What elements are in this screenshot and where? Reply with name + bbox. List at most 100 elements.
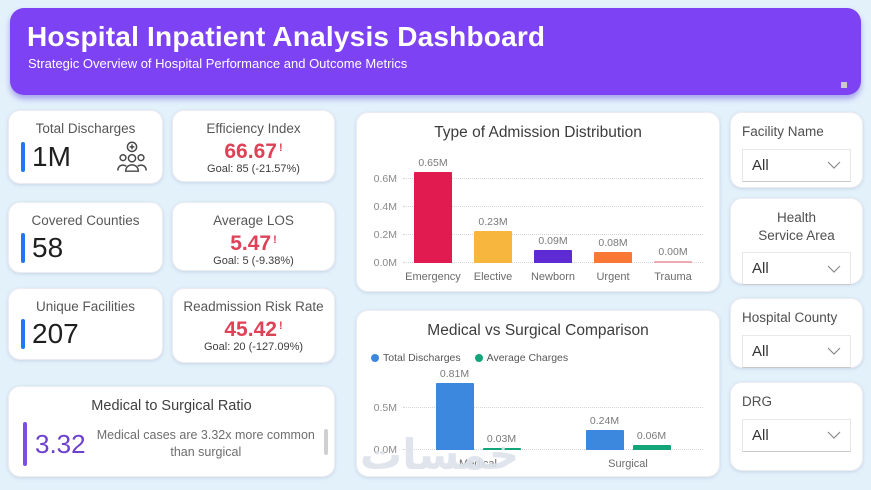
- bar-group: 0.00M: [654, 246, 692, 263]
- bar-newborn[interactable]: [534, 250, 572, 263]
- category-slot-emergency: 0.65M Emergency: [403, 157, 463, 283]
- slicer-health-service-area: Health Service Area All: [730, 198, 863, 286]
- page-title: Hospital Inpatient Analysis Dashboard: [27, 21, 546, 52]
- kpi-goal: Goal: 85 (-21.57%): [207, 163, 300, 176]
- y-axis-tick-label: 0.6M: [373, 173, 397, 185]
- legend-label: Total Discharges: [383, 352, 461, 364]
- legend-dot-icon: [474, 354, 483, 362]
- bar-emergency[interactable]: [414, 172, 452, 263]
- alert-icon: !: [273, 234, 277, 246]
- accent-bar: [23, 422, 27, 466]
- chart-legend: Total Discharges Average Charges: [371, 352, 568, 364]
- alert-icon: !: [278, 142, 283, 154]
- drg-dropdown[interactable]: All: [742, 418, 851, 452]
- plot-area: 0.65M Emergency 0.23M Elective 0.09M Newborn 0…: [403, 157, 703, 283]
- y-axis-tick-label: 0.0M: [373, 257, 397, 269]
- kpi-value: 5.47!: [230, 232, 277, 255]
- slicer-drg: DRG All: [730, 382, 863, 471]
- kpi-value: 66.67!: [224, 140, 283, 163]
- dropdown-value: All: [752, 156, 769, 174]
- bar-group: 0.81M 0.03M: [435, 367, 521, 450]
- legend-item-average-charges[interactable]: Average Charges: [474, 352, 569, 364]
- category-slot-surgical: 0.24M 0.06M Surgical: [553, 375, 703, 470]
- kpi-value: 3.32: [35, 429, 86, 459]
- dashboard-header: Hospital Inpatient Analysis Dashboard St…: [10, 8, 861, 95]
- bar-wrap: 0.00M: [654, 246, 692, 263]
- category-slot-medical: 0.81M 0.03M Medical: [403, 368, 553, 470]
- bar-elective[interactable]: [474, 230, 512, 263]
- gridline: [403, 234, 703, 235]
- chart-card-medical-vs-surgical: Medical vs Surgical Comparison Total Dis…: [356, 310, 720, 477]
- bar-data-label: 0.03M: [486, 432, 517, 445]
- bar-wrap: 0.03M: [482, 432, 521, 450]
- kpi-goal: Goal: 5 (-9.38%): [213, 255, 294, 268]
- kpi-value: 45.42!: [224, 318, 283, 341]
- bar-data-label: 0.23M: [478, 215, 508, 228]
- bar-average-charges-surgical[interactable]: [632, 445, 671, 450]
- kpi-label: Total Discharges: [35, 121, 136, 136]
- bar-group: 0.24M 0.06M: [585, 415, 671, 450]
- kpi-label: Average LOS: [213, 213, 294, 228]
- accent-bar: [21, 233, 25, 263]
- bar-urgent[interactable]: [594, 251, 632, 263]
- kpi-card-unique-facilities: Unique Facilities 207: [8, 288, 163, 360]
- slicer-label: Hospital County: [742, 310, 838, 325]
- hospital-county-dropdown[interactable]: All: [742, 334, 851, 368]
- facility-name-dropdown[interactable]: All: [742, 148, 851, 182]
- health-service-area-dropdown[interactable]: All: [742, 252, 851, 286]
- slicer-facility-name: Facility Name All: [730, 112, 863, 188]
- chart-title: Type of Admission Distribution: [434, 124, 642, 141]
- bar-wrap: 0.23M: [474, 216, 512, 263]
- legend-label: Average Charges: [486, 352, 569, 364]
- legend-item-total-discharges[interactable]: Total Discharges: [371, 352, 461, 364]
- slicer-label: DRG: [742, 394, 772, 409]
- alert-icon: !: [278, 320, 283, 332]
- category-slot-urgent: 0.08M Urgent: [583, 165, 643, 283]
- bar-group: 0.65M: [414, 157, 452, 263]
- slicer-label: Facility Name: [742, 124, 824, 139]
- bar-average-charges-medical[interactable]: [482, 447, 521, 450]
- slicer-label: Health Service Area: [758, 210, 835, 243]
- chevron-down-icon: [827, 265, 841, 273]
- bar-data-label: 0.65M: [418, 157, 448, 169]
- patients-group-icon: [114, 141, 150, 173]
- accent-bar: [21, 142, 25, 172]
- bar-data-label: 0.24M: [589, 415, 620, 427]
- x-axis-label: Urgent: [596, 271, 630, 283]
- bar-wrap: 0.24M: [585, 415, 624, 450]
- bar-total-discharges-medical[interactable]: [435, 382, 474, 450]
- bar-data-label: 0.08M: [598, 236, 628, 249]
- scrollbar-thumb[interactable]: [324, 429, 328, 455]
- medical-vs-surgical-plot: 0.0M 0.5M 0.81M 0.03M Medical 0.24M 0.06M Surgi…: [374, 368, 703, 470]
- gridline: [403, 449, 703, 450]
- bar-total-discharges-surgical[interactable]: [585, 430, 624, 450]
- kpi-value: 1M: [32, 141, 71, 172]
- category-slot-trauma: 0.00M Trauma: [643, 165, 703, 283]
- kpi-label: Medical to Surgical Ratio: [91, 398, 252, 414]
- bar-data-label: 0.06M: [636, 430, 667, 442]
- dropdown-value: All: [752, 342, 769, 360]
- bar-data-label: 0.81M: [439, 367, 470, 380]
- kpi-card-efficiency-index: Efficiency Index 66.67! Goal: 85 (-21.57…: [172, 110, 335, 182]
- kpi-label: Unique Facilities: [35, 299, 136, 314]
- chevron-down-icon: [827, 161, 841, 169]
- plot-area: 0.81M 0.03M Medical 0.24M 0.06M Surgical: [403, 368, 703, 470]
- y-axis-tick-label: 0.2M: [373, 229, 397, 241]
- kpi-card-total-discharges: Total Discharges 1M: [8, 110, 163, 184]
- kpi-card-average-los: Average LOS 5.47! Goal: 5 (-9.38%): [172, 202, 335, 271]
- x-axis-label: Surgical: [608, 458, 648, 470]
- bar-group: 0.23M: [474, 216, 512, 263]
- y-axis-tick-label: 0.4M: [373, 201, 397, 213]
- kpi-card-medical-surgical-ratio: Medical to Surgical Ratio 3.32 Medical c…: [8, 386, 335, 477]
- kpi-card-readmission-risk-rate: Readmission Risk Rate 45.42! Goal: 20 (-…: [172, 288, 335, 363]
- bar-data-label: 0.00M: [658, 246, 688, 258]
- bar-trauma[interactable]: [654, 261, 692, 263]
- bar-group: 0.09M: [534, 235, 572, 263]
- chart-card-admission-distribution: Type of Admission Distribution 0.0M 0.2M 0…: [356, 112, 720, 292]
- chart-title: Medical vs Surgical Comparison: [427, 322, 649, 339]
- kpi-card-covered-counties: Covered Counties 58: [8, 202, 163, 273]
- x-axis-label: Medical: [459, 458, 497, 470]
- category-slot-newborn: 0.09M Newborn: [523, 165, 583, 283]
- accent-bar: [21, 319, 25, 349]
